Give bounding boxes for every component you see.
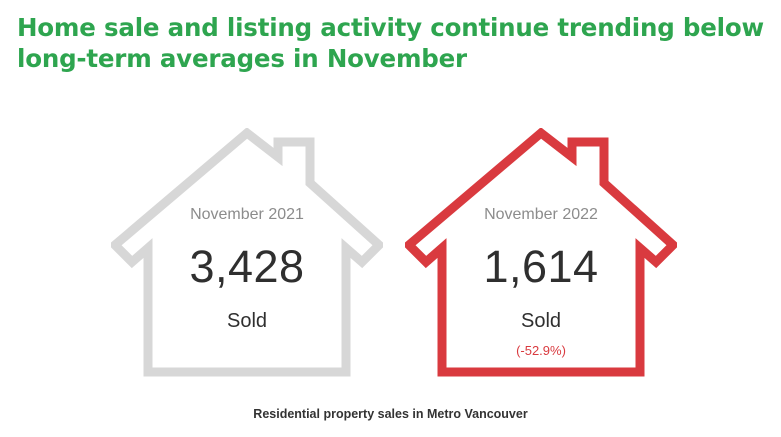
headline: Home sale and listing activity continue …	[17, 13, 764, 73]
sold-label: Sold	[226, 310, 268, 332]
house-card-2021: November 2021 3,428 Sold	[111, 128, 383, 377]
house-card-2022: November 2022 1,614 Sold (-52.9%)	[405, 128, 677, 377]
house-outline-2022	[405, 128, 677, 377]
percent-change: (-52.9%)	[516, 343, 566, 358]
period-label: November 2022	[484, 206, 598, 223]
period-label: November 2021	[190, 206, 304, 223]
house-outline-icon	[111, 128, 383, 377]
sold-label: Sold	[520, 310, 562, 332]
house-outline-2021	[111, 128, 383, 377]
sales-count: 1,614	[483, 241, 599, 292]
sales-count: 3,428	[189, 241, 305, 292]
house-outline-icon	[405, 128, 677, 377]
caption: Residential property sales in Metro Vanc…	[253, 407, 528, 421]
